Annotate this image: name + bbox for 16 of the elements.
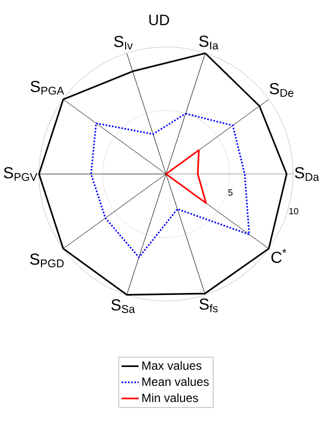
spoke-label: S$_{PGV}$ bbox=[4, 167, 38, 181]
spoke-label: S$_{Sa}$ bbox=[111, 299, 135, 314]
spoke-label: S$_{PGA}$ bbox=[30, 80, 64, 95]
spoke-label: C$^{*}$ bbox=[271, 248, 286, 263]
spoke-label: S$_{PGD}$ bbox=[30, 254, 64, 268]
y-tick-label: 5 bbox=[228, 189, 233, 196]
chart-title: UD bbox=[149, 14, 170, 26]
spoke-label: S$_{Da}$ bbox=[294, 167, 320, 181]
spoke-label: S$_{Ia}$ bbox=[199, 36, 218, 50]
spoke-label: S$_{De}$ bbox=[270, 83, 294, 97]
legend-label: Mean values bbox=[142, 377, 209, 386]
spoke-label: S$_{Iv}$ bbox=[114, 36, 133, 50]
spoke-label: S$_{fs}$ bbox=[200, 298, 218, 312]
legend-label: Min values bbox=[142, 393, 198, 402]
y-tick-label: 10 bbox=[289, 208, 298, 214]
legend-label: Max values bbox=[142, 361, 202, 370]
